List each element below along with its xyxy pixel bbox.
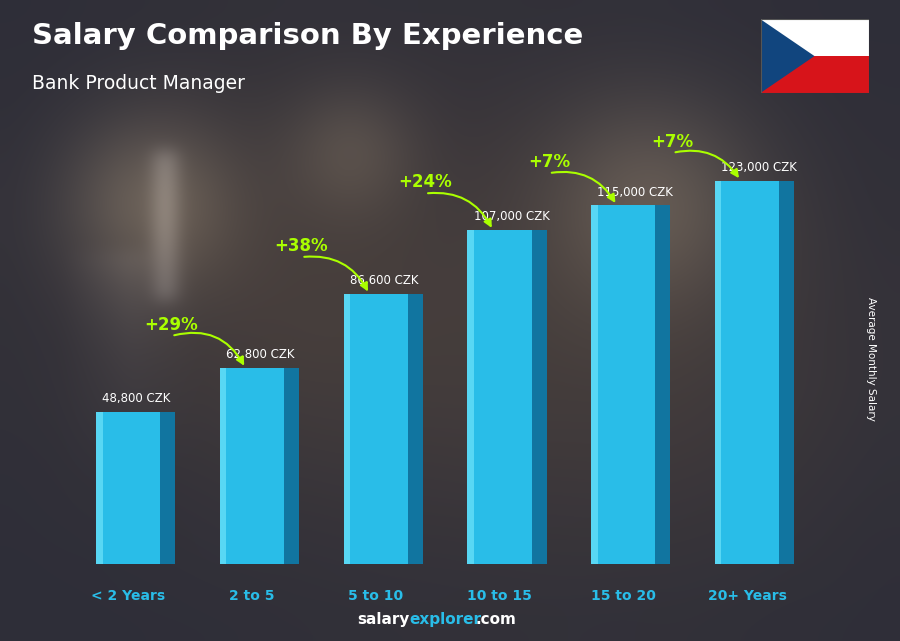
Polygon shape: [532, 230, 546, 564]
Text: 20+ Years: 20+ Years: [707, 590, 787, 603]
Text: Average Monthly Salary: Average Monthly Salary: [866, 297, 877, 421]
Text: 15 to 20: 15 to 20: [590, 590, 656, 603]
Bar: [96, 412, 103, 564]
Bar: [715, 181, 721, 564]
Text: Salary Comparison By Experience: Salary Comparison By Experience: [32, 22, 583, 51]
Text: +7%: +7%: [528, 153, 570, 171]
Bar: [760, 56, 868, 93]
Polygon shape: [284, 368, 299, 564]
Polygon shape: [760, 19, 814, 93]
Bar: [760, 19, 868, 56]
Bar: [467, 230, 473, 564]
Polygon shape: [779, 181, 794, 564]
Bar: [344, 294, 408, 564]
Text: 62,800 CZK: 62,800 CZK: [226, 348, 294, 362]
Text: 123,000 CZK: 123,000 CZK: [721, 161, 796, 174]
Bar: [715, 181, 779, 564]
Bar: [467, 230, 532, 564]
Text: 2 to 5: 2 to 5: [230, 590, 274, 603]
Text: +7%: +7%: [652, 133, 694, 151]
Text: 115,000 CZK: 115,000 CZK: [598, 185, 673, 199]
Polygon shape: [655, 206, 670, 564]
Text: salary: salary: [357, 612, 410, 627]
Text: 5 to 10: 5 to 10: [348, 590, 403, 603]
Text: Bank Product Manager: Bank Product Manager: [32, 74, 245, 93]
Text: +24%: +24%: [399, 173, 452, 191]
Bar: [344, 294, 350, 564]
Bar: [96, 412, 160, 564]
Bar: [591, 206, 655, 564]
Polygon shape: [160, 412, 176, 564]
Text: 107,000 CZK: 107,000 CZK: [473, 210, 549, 224]
Text: 86,600 CZK: 86,600 CZK: [350, 274, 418, 287]
Text: 48,800 CZK: 48,800 CZK: [103, 392, 171, 405]
Text: < 2 Years: < 2 Years: [91, 590, 166, 603]
Text: +38%: +38%: [274, 237, 328, 255]
Text: explorer: explorer: [410, 612, 482, 627]
Text: 10 to 15: 10 to 15: [467, 590, 532, 603]
Bar: [220, 368, 226, 564]
Polygon shape: [408, 294, 423, 564]
Text: +29%: +29%: [145, 315, 198, 333]
Bar: [220, 368, 284, 564]
Bar: [591, 206, 598, 564]
Text: .com: .com: [475, 612, 516, 627]
